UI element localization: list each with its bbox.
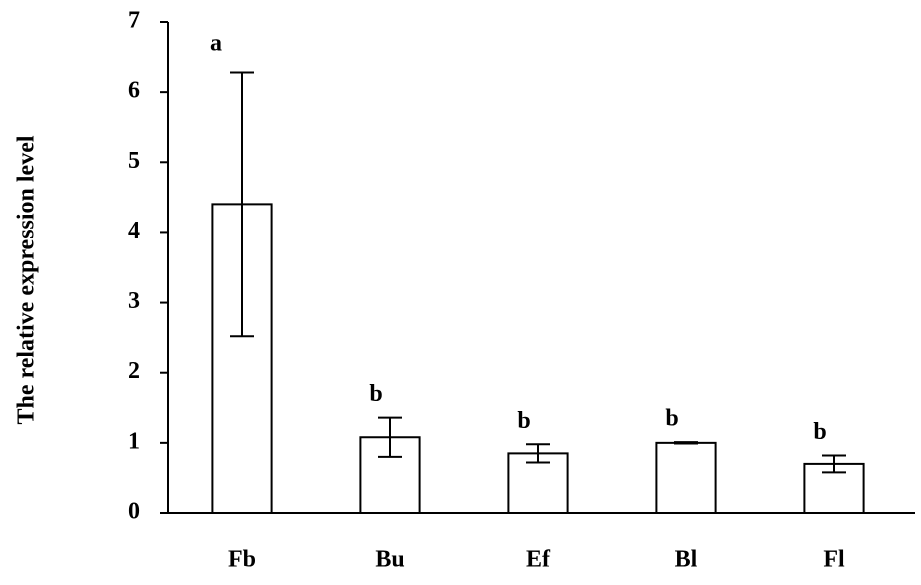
significance-letter: b [665, 406, 678, 432]
y-tick-label: 5 [128, 148, 140, 174]
significance-letter: b [813, 419, 826, 445]
y-axis-label: The relative expression level [14, 135, 40, 424]
x-tick-label: Fb [228, 547, 256, 573]
y-tick-label: 2 [128, 358, 140, 384]
bar [507, 452, 569, 514]
y-tick-label: 0 [128, 499, 140, 525]
x-tick-label: Bu [375, 547, 404, 573]
x-tick-label: Bl [675, 547, 698, 573]
x-tick-label: Fl [823, 547, 845, 573]
y-tick-label: 1 [128, 428, 140, 454]
significance-letter: a [210, 31, 222, 57]
y-tick-label: 4 [128, 218, 140, 244]
y-tick-label: 6 [128, 78, 140, 104]
y-tick-label: 3 [128, 288, 140, 314]
x-tick-label: Ef [526, 547, 551, 573]
significance-letter: b [369, 381, 382, 407]
y-tick-label: 7 [128, 8, 140, 34]
significance-letter: b [517, 408, 530, 434]
bar [655, 441, 717, 515]
bar [359, 436, 421, 515]
